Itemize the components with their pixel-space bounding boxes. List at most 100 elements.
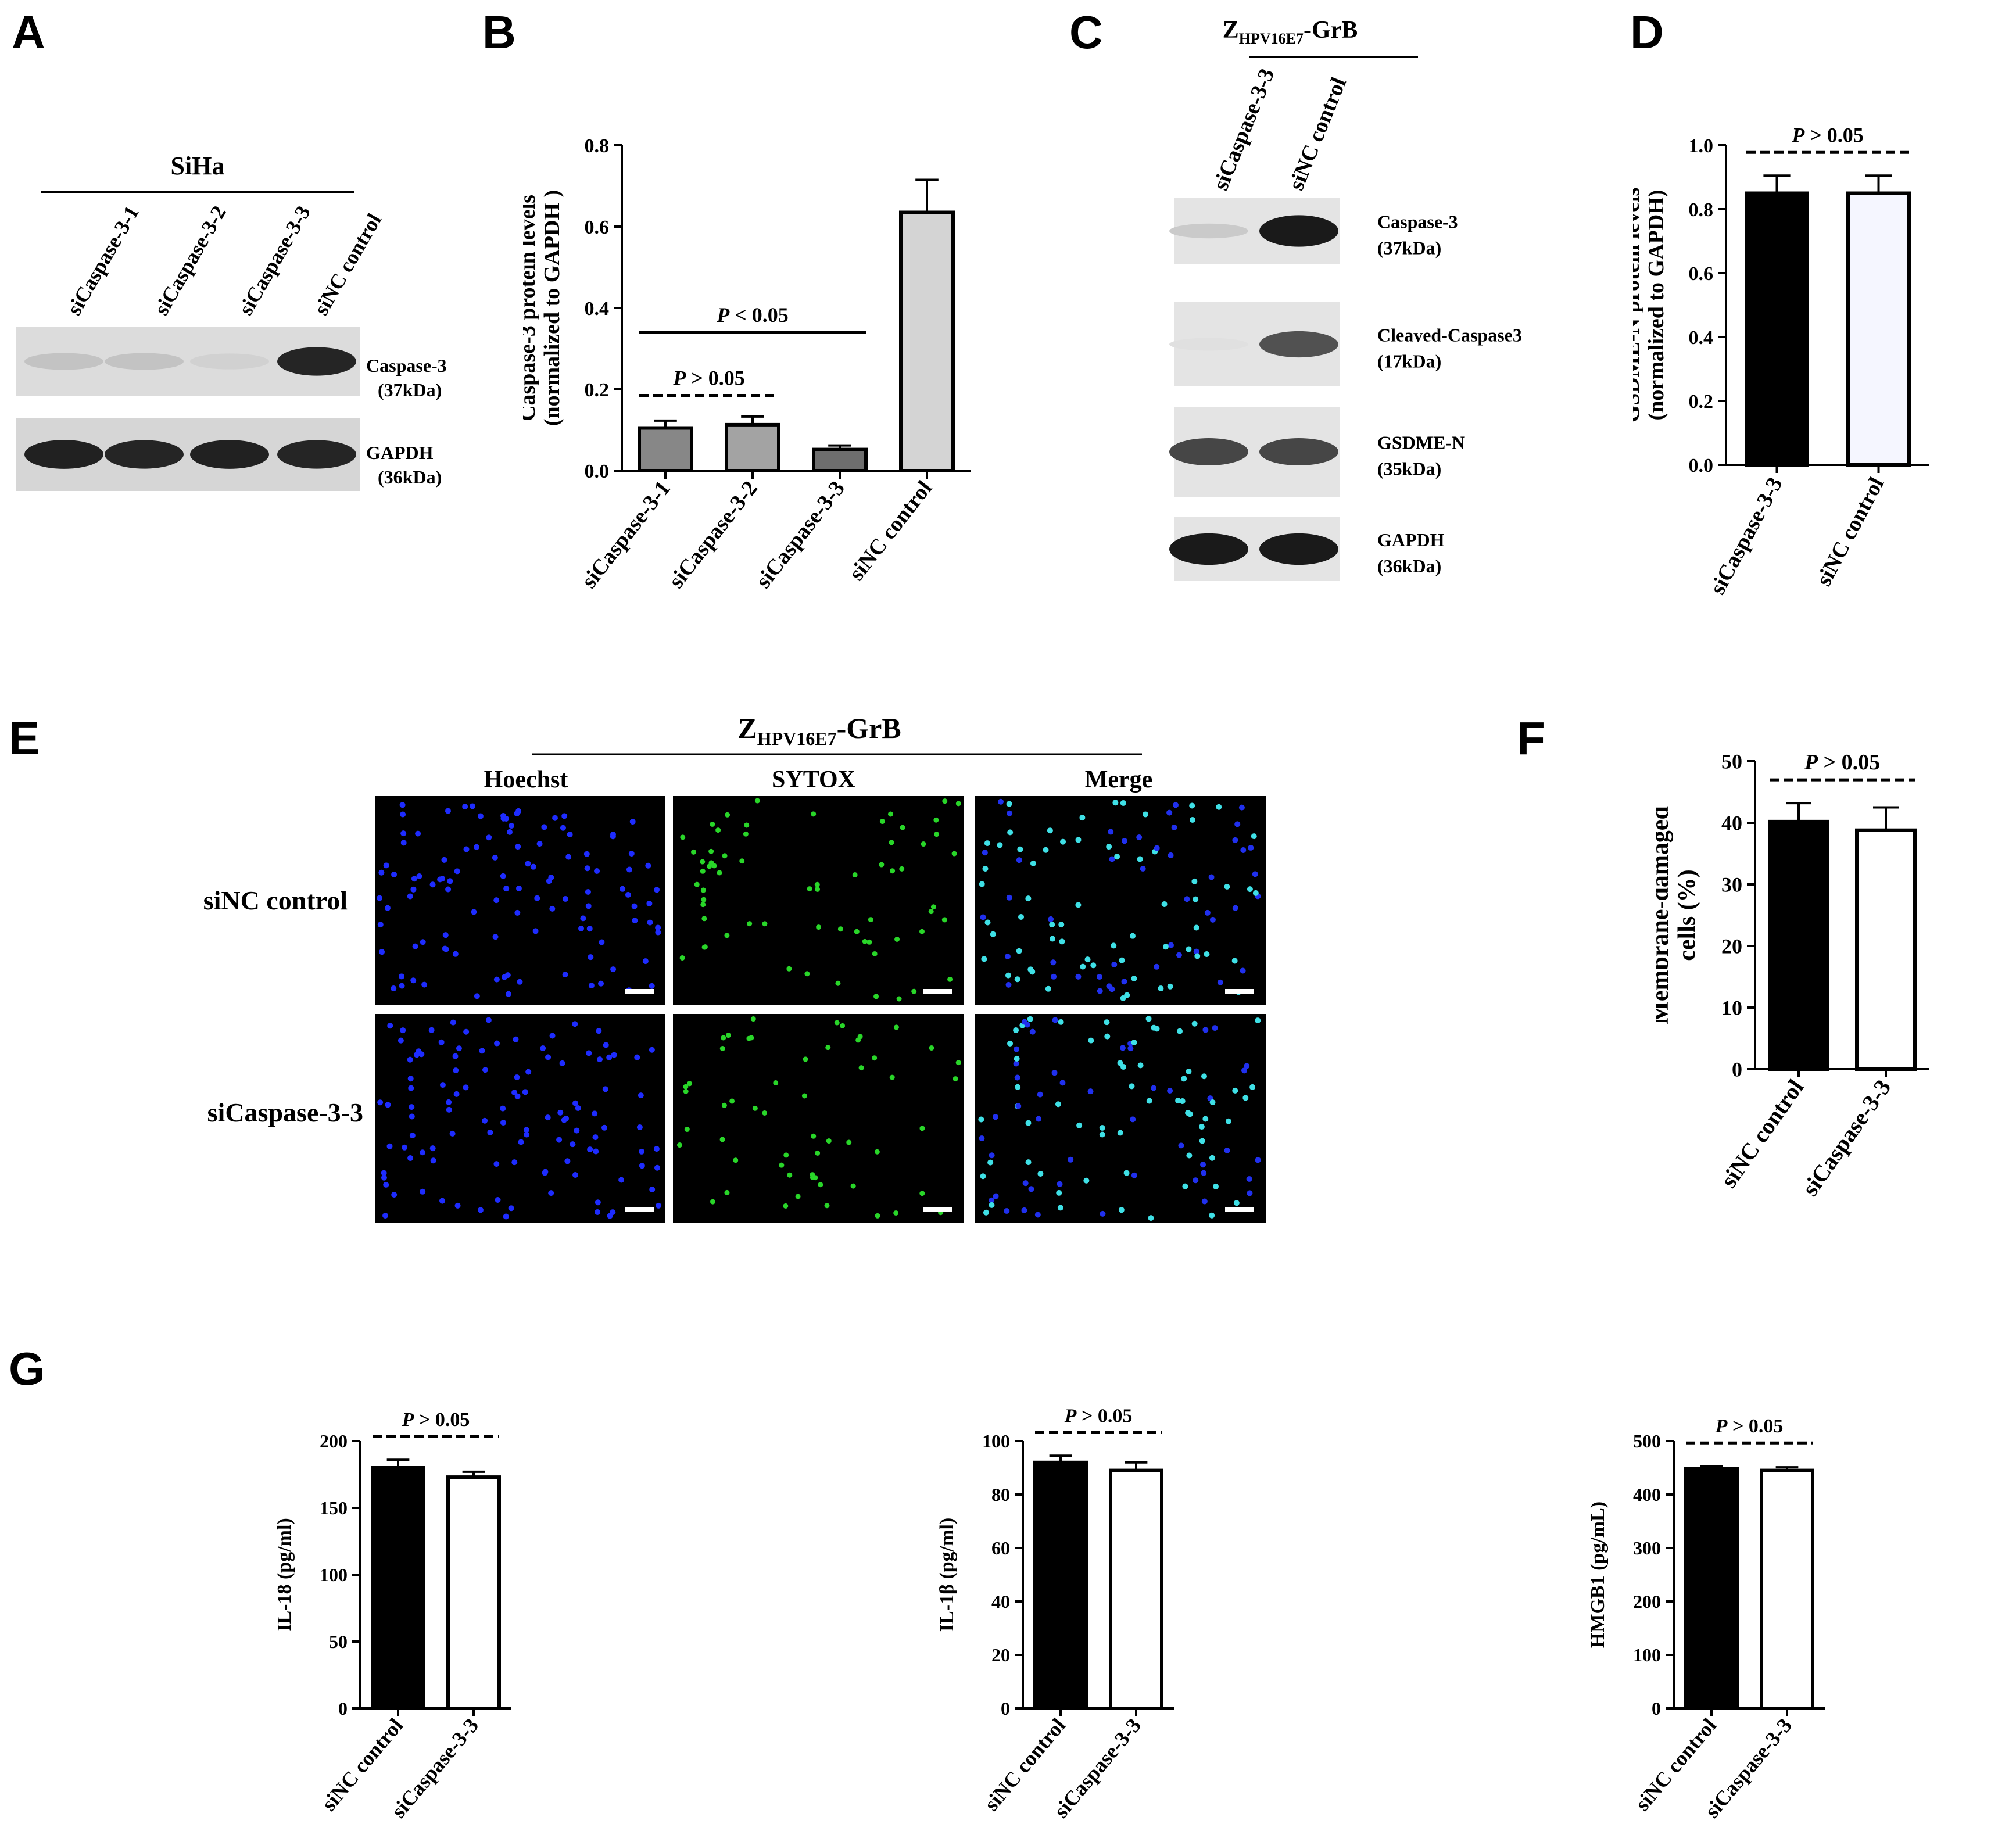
nucleus bbox=[1225, 1118, 1231, 1124]
nucleus bbox=[834, 1020, 840, 1026]
nucleus bbox=[1037, 1170, 1044, 1177]
chart-f-svg: 0 10 20 30 40 50 Membrane-damagedcells (%) siNC… bbox=[1647, 750, 1929, 1200]
nucleus bbox=[786, 966, 792, 972]
bar-sicaspase-3-2 bbox=[725, 422, 780, 473]
nucleus bbox=[826, 1138, 832, 1144]
nucleus bbox=[495, 1196, 501, 1203]
nucleus bbox=[1006, 801, 1012, 807]
nucleus bbox=[385, 905, 391, 911]
nucleus bbox=[653, 1146, 660, 1152]
nucleus bbox=[992, 1114, 998, 1120]
nucleus bbox=[896, 996, 902, 1002]
scale-bar bbox=[1225, 989, 1254, 994]
nucleus bbox=[1208, 874, 1215, 880]
panel-e-svg: ZHPV16E7-GrB Hoechst SYTOX Merge siNC co… bbox=[203, 712, 1266, 1223]
nucleus bbox=[508, 1205, 514, 1212]
nucleus bbox=[1189, 816, 1195, 823]
nucleus bbox=[645, 862, 651, 869]
nucleus bbox=[606, 1054, 613, 1060]
nucleus bbox=[1146, 1098, 1152, 1104]
nucleus bbox=[690, 849, 696, 855]
nucleus bbox=[420, 1149, 426, 1156]
nucleus bbox=[1021, 1207, 1027, 1213]
nucleus bbox=[594, 868, 600, 874]
nucleus bbox=[1240, 847, 1247, 853]
nucleus bbox=[955, 801, 961, 807]
nucleus bbox=[646, 900, 653, 906]
nucleus bbox=[649, 983, 655, 989]
nucleus bbox=[754, 798, 760, 804]
nucleus bbox=[1241, 1067, 1248, 1074]
nucleus bbox=[1209, 1212, 1215, 1219]
nucleus bbox=[1079, 815, 1086, 821]
x-tick-label: siNC control bbox=[844, 476, 937, 585]
nucleus bbox=[677, 1142, 683, 1148]
nucleus bbox=[874, 1149, 880, 1155]
scale-bar bbox=[625, 1207, 654, 1212]
nucleus bbox=[1052, 1017, 1058, 1023]
nucleus bbox=[639, 1163, 645, 1169]
nucleus bbox=[1120, 995, 1126, 1001]
nucleus bbox=[636, 1124, 643, 1131]
nucleus bbox=[1018, 913, 1024, 920]
nucleus bbox=[574, 1127, 580, 1134]
bar-sicaspase-3-3 bbox=[446, 1475, 501, 1710]
y-axis-label: GSDME-N protein levels(normalized to GAP… bbox=[1633, 188, 1668, 423]
nucleus bbox=[1051, 1070, 1058, 1076]
nucleus bbox=[513, 1036, 519, 1042]
nucleus bbox=[818, 1182, 823, 1188]
y-tick-label: 60 bbox=[991, 1538, 1010, 1558]
nucleus bbox=[1087, 1088, 1094, 1095]
nucleus bbox=[381, 1174, 387, 1181]
nucleus bbox=[1200, 1162, 1206, 1168]
nucleus bbox=[987, 1159, 994, 1166]
nucleus bbox=[942, 798, 948, 804]
nucleus bbox=[1189, 802, 1195, 809]
nucleus bbox=[815, 1150, 821, 1156]
significance-label: P > 0.05 bbox=[1804, 750, 1880, 775]
nucleus bbox=[762, 1110, 768, 1116]
nucleus bbox=[989, 1152, 995, 1159]
nucleus bbox=[1029, 969, 1036, 975]
panel-a-svg: SiHa siCaspase-3-1 siCaspase-3-2 siCaspase… bbox=[16, 152, 447, 491]
nucleus bbox=[463, 1028, 470, 1035]
nucleus bbox=[866, 939, 872, 945]
nucleus bbox=[517, 979, 523, 985]
nucleus bbox=[1216, 804, 1222, 810]
nucleus bbox=[1181, 1076, 1187, 1082]
nucleus bbox=[846, 1139, 852, 1145]
nucleus bbox=[1131, 1039, 1137, 1045]
nucleus bbox=[1246, 1176, 1252, 1182]
nucleus bbox=[1119, 1045, 1126, 1051]
nucleus bbox=[398, 1037, 404, 1044]
nucleus bbox=[450, 1019, 456, 1026]
chart-d-svg: 0.0 0.2 0.4 0.6 0.8 1.0 GSDME-N protein levels… bbox=[1620, 123, 1929, 599]
nucleus bbox=[654, 1164, 660, 1171]
nucleus bbox=[525, 1069, 532, 1075]
nucleus bbox=[724, 933, 730, 938]
nucleus bbox=[733, 1157, 739, 1163]
y-axis-label: IL-1β (pg/ml) bbox=[936, 1518, 958, 1632]
nucleus bbox=[420, 1188, 426, 1195]
nucleus bbox=[1232, 905, 1238, 911]
panel-a-band-label-caspase3: Caspase-3 bbox=[366, 355, 447, 376]
nucleus bbox=[783, 1152, 789, 1158]
micrograph-1-1 bbox=[673, 1014, 964, 1223]
nucleus bbox=[919, 1126, 925, 1131]
nucleus bbox=[549, 1033, 556, 1039]
nucleus bbox=[1021, 1019, 1027, 1025]
nucleus bbox=[773, 1080, 779, 1085]
nucleus bbox=[750, 1016, 756, 1022]
nucleus bbox=[586, 926, 593, 932]
nucleus bbox=[524, 1131, 530, 1138]
nucleus bbox=[1006, 894, 1012, 901]
nucleus bbox=[702, 944, 708, 950]
nucleus bbox=[1186, 946, 1192, 952]
nucleus bbox=[1121, 979, 1127, 985]
nucleus bbox=[1106, 983, 1112, 990]
y-tick-label: 0.8 bbox=[585, 135, 610, 157]
nucleus bbox=[930, 904, 936, 910]
chart-f: 0 10 20 30 40 50 Membrane-damagedcells (%) siNC… bbox=[1647, 732, 1982, 1255]
nucleus bbox=[1058, 922, 1065, 928]
nucleus bbox=[1075, 902, 1082, 908]
